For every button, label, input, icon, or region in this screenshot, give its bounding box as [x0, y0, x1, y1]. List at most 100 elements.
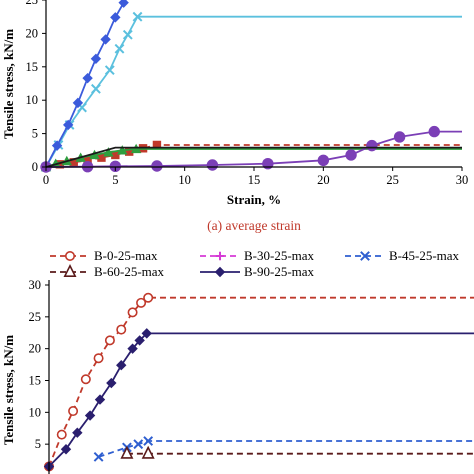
- chart-b-series-b45-point: [93, 451, 104, 462]
- chart-a-x-ticks: 0 5 10 15 20 25 30: [43, 167, 468, 187]
- chart-b-series-b90-point: [84, 410, 96, 421]
- chart-a-y-tick-label: 10: [26, 93, 39, 107]
- chart-a-y-tick-label: 25: [26, 0, 39, 7]
- chart-a-series-b90-point: [100, 34, 111, 45]
- chart-a-series-b60-point: [393, 131, 406, 143]
- chart-a-y-tick-label: 0: [32, 160, 38, 174]
- legend-marker: [215, 251, 225, 261]
- chart-a-series-b90-point: [82, 72, 93, 84]
- chart-b-series-b90-point: [127, 343, 138, 354]
- chart-b-y-tick-label: 25: [29, 310, 42, 324]
- chart-a-series-b45-point: [114, 43, 125, 54]
- chart-b: 5 10 15 20 25 30 Tensile stress, kN/m: [1, 278, 474, 474]
- chart-b-series-b90-point: [141, 328, 152, 339]
- chart-a-series-b90-point: [62, 119, 74, 131]
- chart-b-y-tick-label: 30: [29, 278, 42, 292]
- chart-b-series-b60-point: [141, 445, 155, 459]
- legend-item: B-60-25-max: [50, 264, 165, 279]
- chart-a-series-b0-point: [152, 140, 162, 150]
- chart-b-series-b0-point: [104, 335, 115, 346]
- chart-a-series-b90-point: [90, 53, 102, 64]
- legend-label: B-0-25-max: [94, 248, 158, 263]
- chart-a-series-b90-line: [45, 0, 127, 168]
- chart-a-x-tick-label: 0: [43, 173, 49, 187]
- chart-a-series-b60-point: [262, 157, 274, 170]
- chart-a-x-tick-label: 5: [112, 173, 118, 187]
- chart-a-series-b0-point: [111, 150, 120, 160]
- chart-b-series-b90-point: [60, 444, 72, 455]
- chart-a-series-group: [40, 0, 462, 173]
- legend-label: B-30-25-max: [244, 248, 315, 263]
- chart-a: 0 5 10 15 20 25 30 0 5 10 15 20 25 Strain, % Tensil…: [1, 0, 468, 233]
- chart-a-series-b45-point: [132, 11, 143, 22]
- chart-a-series-b90-point: [110, 12, 121, 23]
- chart-a-series-b30-point: [89, 149, 100, 160]
- chart-b-series-b0-point: [68, 406, 79, 417]
- chart-b-series-b90-point: [94, 394, 106, 405]
- chart-a-series-b60-point: [151, 160, 163, 172]
- chart-a-series-b90-point: [118, 0, 129, 8]
- chart-a-series-b30-point: [117, 145, 128, 155]
- chart-a-y-ticks: 0 5 10 15 20 25: [26, 0, 46, 174]
- legend-item: B-0-25-max: [50, 248, 158, 263]
- legend-label: B-90-25-max: [244, 264, 315, 279]
- chart-b-y-tick-label: 15: [29, 374, 42, 388]
- chart-b-series-b90-point: [116, 360, 127, 371]
- chart-a-series-b0-point: [69, 158, 78, 167]
- legend-item: B-90-25-max: [200, 264, 315, 279]
- chart-a-series-b45-point: [104, 65, 115, 76]
- chart-a-series-b60-point: [109, 160, 122, 173]
- chart-a-series-b60-point: [428, 125, 440, 138]
- legend-marker: [214, 266, 226, 278]
- chart-a-series-b60-point: [317, 154, 330, 167]
- chart-a-series-b45-point: [122, 29, 133, 40]
- legend-label: B-45-25-max: [389, 248, 460, 263]
- chart-a-series-b0-point: [125, 147, 134, 156]
- chart-b-y-axis-title: Tensile stress, kN/m: [1, 335, 16, 445]
- legend-marker: [360, 251, 370, 261]
- chart-a-caption: (a) average strain: [207, 218, 301, 233]
- chart-a-x-tick-label: 25: [386, 173, 399, 187]
- chart-a-x-tick-label: 30: [456, 173, 469, 187]
- chart-a-series-b90-point: [51, 140, 63, 151]
- chart-a-x-tick-label: 20: [317, 173, 330, 187]
- chart-a-series-bref-line: [45, 146, 462, 168]
- chart-b-y-tick-label: 10: [29, 405, 42, 419]
- chart-b-series-b45-point: [133, 439, 144, 450]
- legend-label: B-60-25-max: [94, 264, 165, 279]
- chart-a-series-b60-point: [366, 139, 378, 152]
- chart-a-series-b60-point: [206, 159, 219, 171]
- chart-b-series-b0-point: [136, 297, 147, 308]
- chart-b-y-tick-label: 20: [29, 342, 42, 356]
- chart-a-y-axis-title: Tensile stress, kN/m: [1, 29, 16, 139]
- chart-b-y-ticks: 5 10 15 20 25 30: [29, 278, 49, 451]
- chart-a-series-b45-point: [91, 83, 101, 94]
- chart-a-series-b0-point: [83, 156, 92, 165]
- chart-a-x-axis-title: Strain, %: [227, 192, 281, 207]
- legend-marker: [65, 251, 76, 262]
- chart-b-series-b90-point: [106, 377, 117, 389]
- chart-a-series-b60-point: [345, 149, 357, 161]
- chart-b-series-b45-point: [143, 436, 154, 446]
- legend-item: B-45-25-max: [345, 248, 460, 263]
- chart-a-series-b0-point: [97, 153, 106, 162]
- chart-a-x-tick-label: 10: [178, 173, 191, 187]
- legend-marker: [63, 264, 77, 278]
- chart-a-y-tick-label: 5: [32, 127, 38, 141]
- chart-a-series-b30-point: [103, 147, 114, 157]
- chart-b-series-b90-line: [48, 332, 474, 468]
- chart-a-series-b45-line: [45, 15, 462, 168]
- chart-b-series-b0-point: [143, 292, 154, 303]
- chart-b-series-b90-point: [72, 427, 83, 438]
- chart-b-series-group: [43, 292, 474, 472]
- chart-b-series-b0-point: [93, 353, 104, 364]
- chart-b-series-b90-point: [134, 335, 145, 346]
- chart-b-series-b0-point: [116, 324, 127, 335]
- chart-b-y-tick-label: 5: [35, 437, 41, 451]
- chart-a-y-tick-label: 20: [26, 26, 39, 40]
- chart-b-series-b60-point: [120, 445, 134, 459]
- chart-a-y-tick-label: 15: [26, 60, 39, 74]
- chart-b-series-b0-point: [127, 307, 138, 318]
- chart-b-series-b0-point: [80, 374, 91, 385]
